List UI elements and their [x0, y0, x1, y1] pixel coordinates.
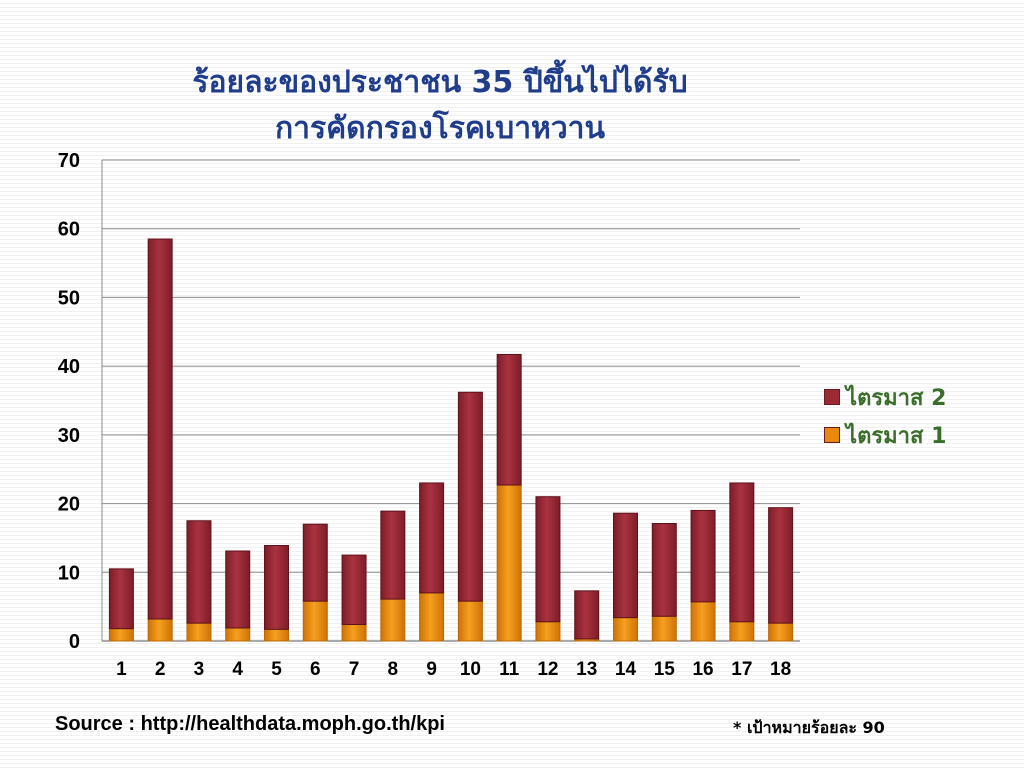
bar-segment [380, 510, 406, 600]
y-tick-label: 10 [58, 562, 80, 584]
bar-segment [613, 512, 638, 619]
y-tick-label: 50 [58, 287, 80, 309]
x-tick-label: 5 [271, 659, 282, 680]
bar-segment [729, 621, 755, 642]
bar-segment [186, 520, 212, 624]
bar-segment [302, 600, 328, 642]
chart-legend: ไตรมาส 2 ไตรมาส 1 [824, 378, 946, 454]
bar-segment [341, 624, 367, 642]
legend-label-quarter-1: ไตรมาส 1 [846, 423, 947, 449]
bar-segment [768, 622, 794, 642]
bar-segment [457, 600, 483, 642]
bar-segment [186, 622, 212, 642]
bar-segment [147, 238, 173, 620]
x-tick-label: 13 [576, 659, 597, 680]
x-tick-label: 14 [615, 659, 637, 680]
bar-segment [147, 618, 173, 642]
bar-segment [264, 544, 289, 630]
x-tick-label: 15 [654, 659, 676, 680]
x-tick-label: 12 [537, 659, 558, 680]
bar-segment [496, 484, 522, 642]
bar-segment [225, 627, 251, 642]
x-tick-label: 2 [155, 659, 166, 680]
bar-segment [341, 554, 367, 626]
legend-item-quarter-2: ไตรมาส 2 [824, 378, 946, 416]
x-tick-label: 3 [194, 659, 205, 680]
target-note: * เป้าหมายร้อยละ 90 [733, 718, 885, 737]
bar-segment [768, 507, 794, 624]
legend-swatch-quarter-1 [824, 427, 840, 443]
x-tick-label: 9 [426, 659, 437, 680]
bar-segment [496, 353, 522, 486]
bar-segment [651, 522, 677, 617]
bar-segment [264, 628, 289, 642]
y-tick-label: 0 [69, 631, 80, 653]
y-tick-label: 60 [58, 219, 80, 241]
y-tick-label: 40 [58, 356, 80, 378]
legend-label-quarter-2: ไตรมาส 2 [846, 385, 947, 411]
bar-segment [419, 592, 445, 642]
x-tick-label: 17 [731, 659, 752, 680]
x-tick-label: 4 [232, 659, 243, 680]
y-tick-label: 70 [58, 150, 80, 172]
y-tick-label: 20 [58, 494, 80, 516]
x-tick-label: 18 [770, 659, 791, 680]
bar-segment [729, 482, 755, 623]
chart-title: ร้อยละของประชาชน 35 ปีขึ้นไปได้รับ การคั… [60, 60, 820, 152]
x-tick-label: 11 [499, 659, 520, 680]
bar-segment [535, 496, 561, 623]
x-tick-label: 6 [310, 659, 321, 680]
bar-segment [302, 523, 328, 602]
bar-segment [108, 628, 134, 642]
y-tick-label: 30 [58, 425, 80, 447]
bar-segment [690, 601, 716, 642]
bar-segment [419, 482, 445, 594]
bar-segment [225, 550, 251, 629]
bar-segment [651, 615, 677, 642]
chart-title-line-1: ร้อยละของประชาชน 35 ปีขึ้นไปได้รับ [192, 65, 688, 100]
legend-swatch-quarter-2 [824, 389, 840, 405]
x-tick-label: 8 [388, 659, 399, 680]
x-tick-label: 16 [692, 659, 713, 680]
x-tick-label: 1 [116, 659, 127, 680]
bar-segment [108, 568, 134, 630]
bar-segment [613, 617, 638, 642]
source-text: Source : http://healthdata.moph.go.th/kp… [55, 713, 445, 735]
bar-segment [380, 598, 406, 642]
bar-segment [574, 590, 600, 640]
bar-segment [535, 621, 561, 642]
bar-segment [690, 509, 716, 603]
x-tick-label: 7 [349, 659, 360, 680]
legend-item-quarter-1: ไตรมาส 1 [824, 416, 946, 454]
chart-title-line-2: การคัดกรองโรคเบาหวาน [274, 111, 606, 146]
bar-segment [457, 391, 483, 602]
x-tick-label: 10 [460, 659, 481, 680]
